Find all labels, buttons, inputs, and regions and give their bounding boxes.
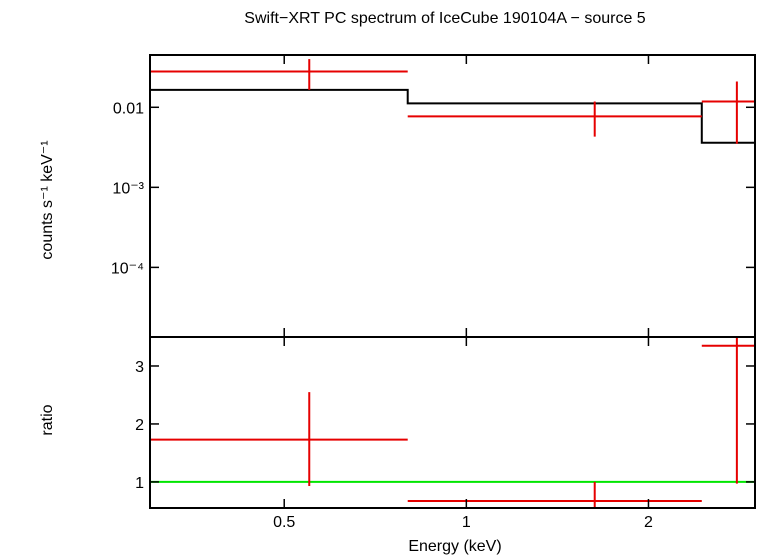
data-point	[701, 337, 755, 484]
data-point	[150, 59, 408, 90]
data-point	[407, 481, 702, 508]
spectrum-y-axis-label: counts s⁻¹ keV⁻¹	[39, 140, 56, 259]
y-tick-label: 2	[135, 417, 144, 434]
panel-frame	[149, 336, 756, 509]
x-tick-label: 0.5	[273, 514, 295, 531]
data-point	[407, 101, 702, 137]
x-axis-label: Energy (keV)	[408, 538, 501, 555]
y-tick-label: 10⁻⁴	[111, 260, 144, 277]
x-tick-label: 1	[462, 514, 471, 531]
chart-title: Swift−XRT PC spectrum of IceCube 190104A…	[244, 10, 646, 27]
x-tick-label: 2	[644, 514, 653, 531]
y-tick-label: 1	[135, 475, 144, 492]
y-tick-label: 0.01	[113, 100, 144, 117]
data-point	[150, 392, 408, 486]
y-tick-label: 3	[135, 359, 144, 376]
panel-frame	[149, 54, 756, 338]
data-point	[701, 81, 755, 144]
y-tick-label: 10⁻³	[112, 180, 144, 197]
ratio-panel: 1 2 3 0.5 1 2	[135, 336, 756, 531]
spectrum-panel: 0.01 10⁻³ 10⁻⁴	[111, 54, 756, 338]
ratio-y-axis-label: ratio	[39, 404, 56, 435]
model-step-line	[150, 88, 755, 144]
